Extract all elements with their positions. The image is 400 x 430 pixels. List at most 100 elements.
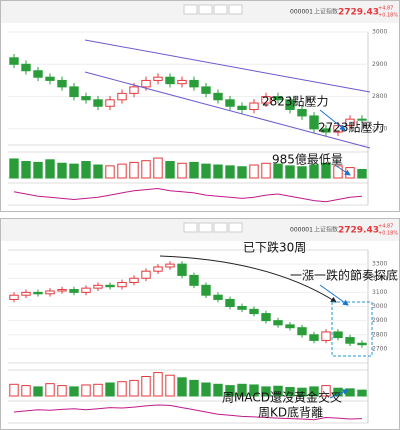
candle-body [297,327,307,336]
candle-body [69,289,79,293]
candle-body [57,289,67,292]
candle-body [177,263,187,276]
channel-line [84,71,371,149]
candle-body [345,118,355,127]
candle-body [45,290,55,295]
volume-bar [33,161,43,179]
candle-body [213,294,223,300]
tool-button[interactable] [198,222,213,233]
volume-bar [201,163,211,179]
candle-body [321,331,331,341]
volume-bar [9,158,19,179]
volume-bar [21,385,31,397]
annotation: 已下跌30周 [243,240,306,255]
candle-body [285,99,295,110]
candle-body [45,76,55,81]
volume-bar [357,168,367,179]
volume-bar [273,385,283,397]
arrow [159,255,337,303]
tool-button[interactable] [213,222,228,233]
candle-body [105,99,115,107]
y-tick-label: 2800 [372,331,387,338]
candle-body [153,76,163,81]
arrow [334,164,351,176]
volume-bar [357,389,367,397]
volume-bar [141,160,151,179]
candle-body [285,324,295,329]
candle-body [213,92,223,101]
volume-bar [261,386,271,397]
volume-bar [249,164,259,179]
y-tick-label: 3100 [372,289,387,296]
candle-body [237,306,247,310]
y-tick-label: 3200 [372,275,387,282]
y-tick-label: 2900 [372,317,387,324]
y-tick-label: 2700 [372,345,387,352]
volume-bar [93,383,103,397]
volume-bar [321,162,331,179]
stock-name: 上证指数 [314,226,338,234]
candle-body [57,79,67,88]
volume-bar [105,382,115,397]
candle-body [129,86,139,94]
y-tick-label: 3000 [372,303,387,310]
arrow [329,389,349,399]
candle-body [165,76,175,85]
candle-body [9,57,19,65]
tool-button[interactable] [228,222,243,233]
y-tick-label: 2700 [372,125,387,132]
candle-body [69,86,79,98]
volume-bar [285,387,295,397]
candle-body [309,115,319,130]
volume-bar [141,376,151,397]
stock-change: +4.87 [378,224,393,230]
volume-bar [333,165,343,179]
panel-frame [0,218,400,430]
tool-button[interactable] [183,222,198,233]
volume-bar [57,385,67,397]
volume-bar [105,165,115,179]
candle-body [117,281,127,288]
volume-bar [225,165,235,179]
arrow [319,109,346,131]
highlight-box [331,301,373,357]
volume-bar [69,163,79,179]
candle-body [273,320,283,326]
candle-body [201,284,211,296]
volume-bar [81,161,91,179]
candle-body [93,284,103,289]
volume-bar [213,164,223,179]
volume-bar [21,161,31,179]
volume-bar [177,377,187,397]
tool-button[interactable] [183,4,198,15]
volume-bar [129,161,139,179]
candle-body [357,118,367,121]
volume-bar [93,164,103,179]
candle-body [237,105,247,110]
y-tick-label: 3300 [372,261,387,268]
candle-body [357,342,367,346]
tool-button[interactable] [228,4,243,15]
stock-code: 000001 [290,227,313,234]
volume-bar [57,162,67,179]
candle-body [93,99,103,107]
candle-body [309,334,319,341]
tool-button[interactable] [198,4,213,15]
stock-code: 000001 [290,9,313,16]
volume-bar [297,166,307,179]
candle-body [189,274,199,286]
candle-body [153,266,163,272]
volume-bar [153,372,163,397]
stock-price: 2729.43 [338,226,379,236]
volume-bar [45,383,55,397]
candle-body [321,128,331,133]
y-tick-label: 3000 [372,29,387,36]
candle-body [21,63,31,72]
volume-bar [225,385,235,397]
tool-button[interactable] [213,4,228,15]
candle-body [189,79,199,88]
y-tick-label: 2800 [372,93,387,100]
kd-line [13,187,363,203]
candle-body [261,313,271,322]
